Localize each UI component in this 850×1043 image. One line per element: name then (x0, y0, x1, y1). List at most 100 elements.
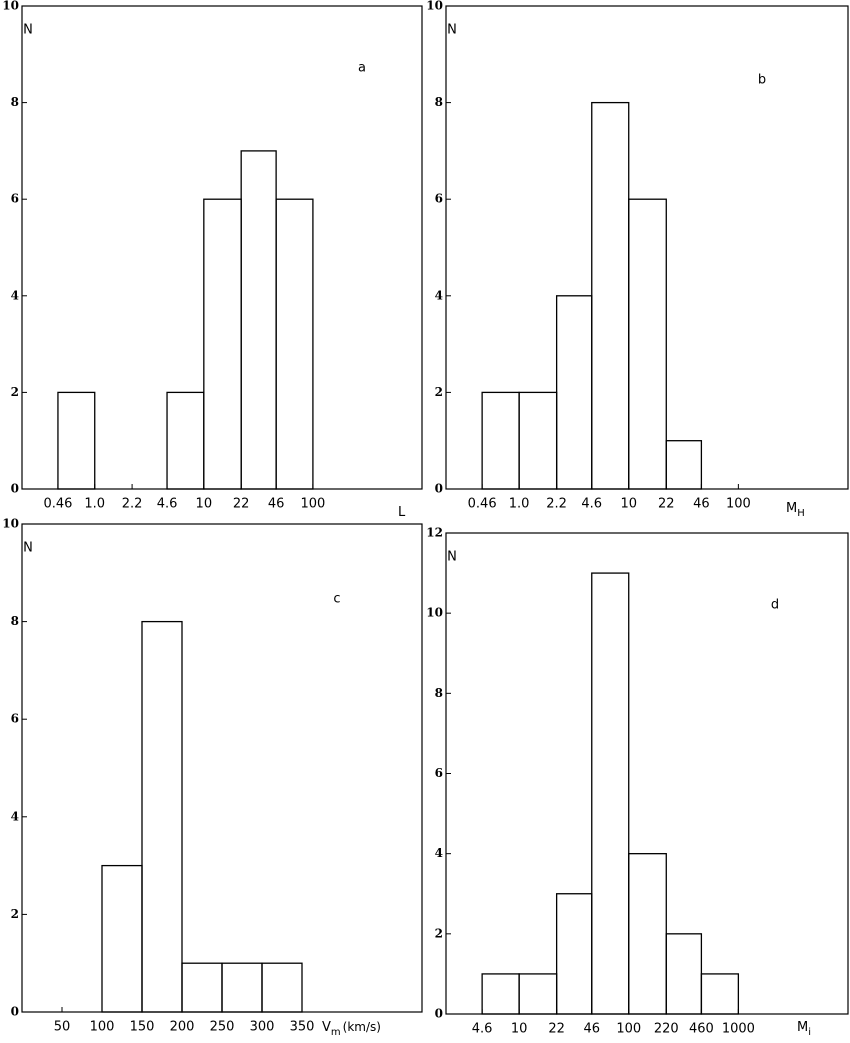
x-tick-label: 46 (583, 1022, 600, 1037)
bar (221, 962, 263, 1013)
x-tick-label: 46 (693, 497, 710, 512)
y-tick-label: 0 (11, 1005, 19, 1019)
y-tick-label: 10 (426, 606, 443, 620)
x-tick-label: 460 (689, 1022, 714, 1037)
y-tick-label: 4 (11, 809, 19, 823)
bar (203, 198, 242, 490)
x-axis-label: Vm (km/s) (322, 1020, 381, 1039)
y-tick-label: 10 (2, 517, 19, 531)
x-axis-label-main: M (797, 1020, 808, 1035)
y-axis-label: N (447, 23, 457, 38)
bar (518, 391, 558, 490)
y-tick-label: 10 (426, 0, 443, 13)
y-tick-label: 8 (11, 95, 19, 109)
bar (481, 391, 520, 490)
x-tick-label: 300 (250, 1020, 275, 1035)
bar (665, 933, 703, 1015)
x-tick-label: 1.0 (509, 497, 530, 512)
x-axis-label-suffix: (km/s) (343, 1020, 381, 1034)
bar (261, 962, 303, 1013)
x-axis-label-sub: i (808, 1027, 811, 1038)
bar (628, 853, 667, 1015)
x-tick-label: 10 (196, 497, 213, 512)
x-tick-label: 220 (654, 1022, 679, 1037)
x-tick-label: 1.0 (84, 497, 105, 512)
y-tick-label: 8 (435, 95, 443, 109)
x-tick-label: 100 (726, 497, 751, 512)
y-tick-label: 2 (11, 907, 19, 921)
panel-label: c (333, 592, 340, 607)
bar (57, 391, 96, 490)
x-tick-label: 0.46 (43, 497, 72, 512)
x-axis-label-main: M (786, 501, 797, 516)
y-tick-label: 2 (435, 926, 443, 940)
y-tick-label: 8 (11, 614, 19, 628)
y-tick-label: 6 (435, 766, 443, 780)
x-tick-label: 100 (300, 497, 325, 512)
x-tick-label: 22 (658, 497, 675, 512)
axes-frame (21, 523, 423, 1013)
bar (665, 440, 703, 490)
x-axis-label-main: V (322, 1020, 331, 1035)
bar (591, 572, 630, 1015)
x-tick-label: 4.6 (581, 497, 602, 512)
x-tick-label: 4.6 (472, 1022, 493, 1037)
bar (141, 620, 183, 1013)
bar (181, 962, 223, 1013)
x-axis-label-sub: H (797, 508, 805, 519)
x-tick-label: 4.6 (157, 497, 178, 512)
x-axis-label: Mi (797, 1020, 811, 1039)
panel-label: b (758, 73, 766, 88)
x-axis-label: L (398, 505, 406, 520)
y-tick-label: 0 (11, 482, 19, 496)
panel-label: d (771, 598, 779, 613)
y-tick-label: 2 (11, 385, 19, 399)
x-tick-label: 50 (54, 1020, 71, 1035)
x-tick-label: 10 (620, 497, 637, 512)
bar (700, 973, 740, 1015)
x-axis-label-sub: m (331, 1027, 341, 1038)
y-tick-label: 4 (435, 846, 443, 860)
bar (628, 198, 667, 490)
bar (555, 893, 593, 1015)
y-tick-label: 6 (435, 192, 443, 206)
bar (555, 295, 593, 490)
y-tick-label: 0 (435, 482, 443, 496)
x-tick-label: 46 (268, 497, 285, 512)
y-tick-label: 0 (435, 1007, 443, 1021)
bar (591, 101, 630, 490)
y-tick-label: 6 (11, 192, 19, 206)
bar (481, 973, 520, 1015)
x-axis-label: MH (786, 501, 805, 520)
x-tick-label: 1000 (722, 1022, 755, 1037)
bar (275, 198, 314, 490)
y-tick-label: 6 (11, 712, 19, 726)
y-axis-label: N (23, 541, 33, 556)
axes-frame (21, 5, 423, 490)
y-tick-label: 2 (435, 385, 443, 399)
x-tick-label: 22 (233, 497, 250, 512)
bar (518, 973, 558, 1015)
x-tick-label: 200 (170, 1020, 195, 1035)
bar (166, 391, 205, 490)
x-tick-label: 250 (210, 1020, 235, 1035)
axes-frame (445, 532, 849, 1015)
bar (240, 150, 277, 490)
bar (101, 864, 143, 1013)
x-tick-label: 350 (290, 1020, 315, 1035)
y-axis-label: N (23, 23, 33, 38)
x-tick-label: 100 (90, 1020, 115, 1035)
x-tick-label: 22 (548, 1022, 565, 1037)
y-tick-label: 4 (11, 288, 19, 302)
x-tick-label: 10 (511, 1022, 528, 1037)
x-tick-label: 150 (130, 1020, 155, 1035)
y-tick-label: 8 (435, 686, 443, 700)
y-tick-label: 10 (2, 0, 19, 13)
y-tick-label: 4 (435, 288, 443, 302)
x-tick-label: 100 (616, 1022, 641, 1037)
x-tick-label: 0.46 (468, 497, 497, 512)
x-axis-label-main: L (398, 505, 406, 520)
y-axis-label: N (447, 550, 457, 565)
y-tick-label: 12 (426, 526, 443, 540)
